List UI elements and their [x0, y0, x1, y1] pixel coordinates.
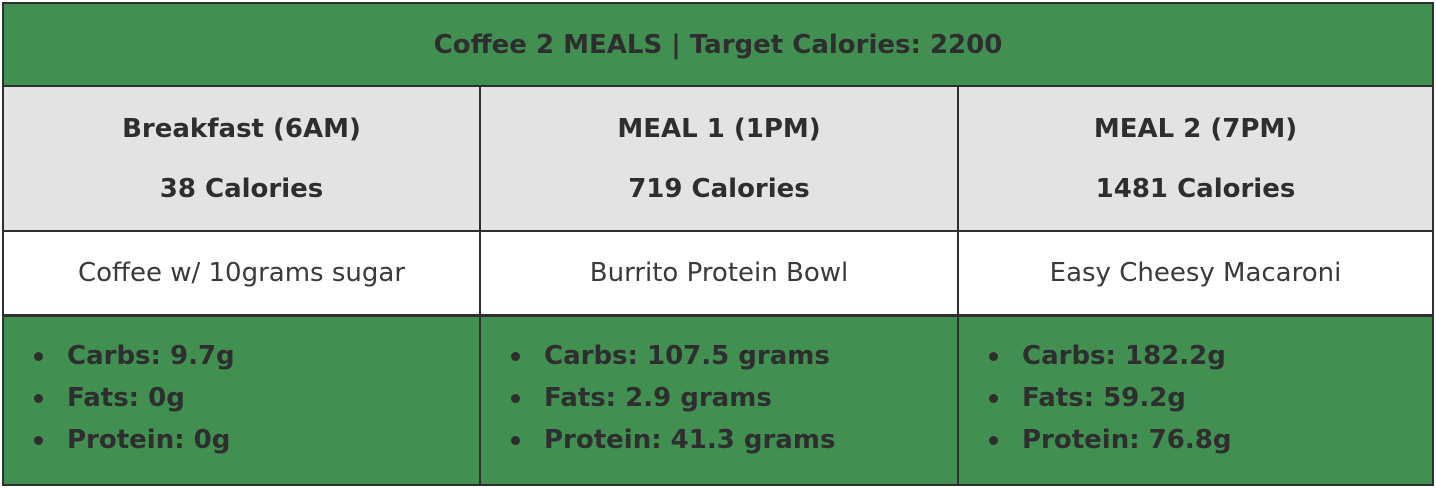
macro-item-protein: Protein: 41.3 grams	[511, 419, 957, 461]
macro-text: Carbs: 9.7g	[67, 341, 235, 371]
macro-text: Protein: 76.8g	[1022, 425, 1232, 455]
macro-list: Carbs: 107.5 grams Fats: 2.9 grams Prote…	[511, 335, 957, 461]
macro-item-carbs: Carbs: 182.2g	[989, 335, 1432, 377]
bullet-icon	[989, 435, 998, 445]
macro-item-fats: Fats: 2.9 grams	[511, 377, 957, 419]
macro-text: Fats: 59.2g	[1022, 383, 1186, 413]
macro-item-protein: Protein: 76.8g	[989, 419, 1432, 461]
macros-meal-1: Carbs: 107.5 grams Fats: 2.9 grams Prote…	[481, 317, 959, 484]
macro-text: Carbs: 107.5 grams	[544, 341, 830, 371]
macro-list: Carbs: 9.7g Fats: 0g Protein: 0g	[34, 335, 479, 461]
bullet-icon	[34, 393, 43, 403]
meal-header-meal-1: MEAL 1 (1PM) 719 Calories	[481, 87, 959, 232]
macro-list: Carbs: 182.2g Fats: 59.2g Protein: 76.8g	[989, 335, 1432, 461]
food-name-breakfast: Coffee w/ 10grams sugar	[4, 232, 481, 317]
bullet-icon	[34, 435, 43, 445]
macro-item-protein: Protein: 0g	[34, 419, 479, 461]
macro-text: Protein: 41.3 grams	[544, 425, 836, 455]
bullet-icon	[34, 351, 43, 361]
meal-title: MEAL 2 (7PM)	[1093, 113, 1298, 144]
macro-text: Fats: 2.9 grams	[544, 383, 772, 413]
bullet-icon	[511, 351, 520, 361]
macros-meal-2: Carbs: 182.2g Fats: 59.2g Protein: 76.8g	[959, 317, 1432, 484]
macro-item-carbs: Carbs: 9.7g	[34, 335, 479, 377]
macro-item-fats: Fats: 0g	[34, 377, 479, 419]
macro-item-carbs: Carbs: 107.5 grams	[511, 335, 957, 377]
macro-item-fats: Fats: 59.2g	[989, 377, 1432, 419]
table-title: Coffee 2 MEALS | Target Calories: 2200	[4, 4, 1432, 87]
meal-calories: 1481 Calories	[1095, 173, 1296, 204]
meal-calories: 38 Calories	[159, 173, 324, 204]
meal-calories: 719 Calories	[628, 173, 810, 204]
meal-title: Breakfast (6AM)	[122, 113, 361, 144]
macros-breakfast: Carbs: 9.7g Fats: 0g Protein: 0g	[4, 317, 481, 484]
bullet-icon	[989, 351, 998, 361]
macro-text: Protein: 0g	[67, 425, 231, 455]
food-name-meal-1: Burrito Protein Bowl	[481, 232, 959, 317]
meal-header-breakfast: Breakfast (6AM) 38 Calories	[4, 87, 481, 232]
bullet-icon	[511, 435, 520, 445]
meal-title: MEAL 1 (1PM)	[617, 113, 821, 144]
macro-text: Fats: 0g	[67, 383, 185, 413]
food-name-meal-2: Easy Cheesy Macaroni	[959, 232, 1432, 317]
macro-text: Carbs: 182.2g	[1022, 341, 1226, 371]
bullet-icon	[511, 393, 520, 403]
bullet-icon	[989, 393, 998, 403]
meal-header-meal-2: MEAL 2 (7PM) 1481 Calories	[959, 87, 1432, 232]
